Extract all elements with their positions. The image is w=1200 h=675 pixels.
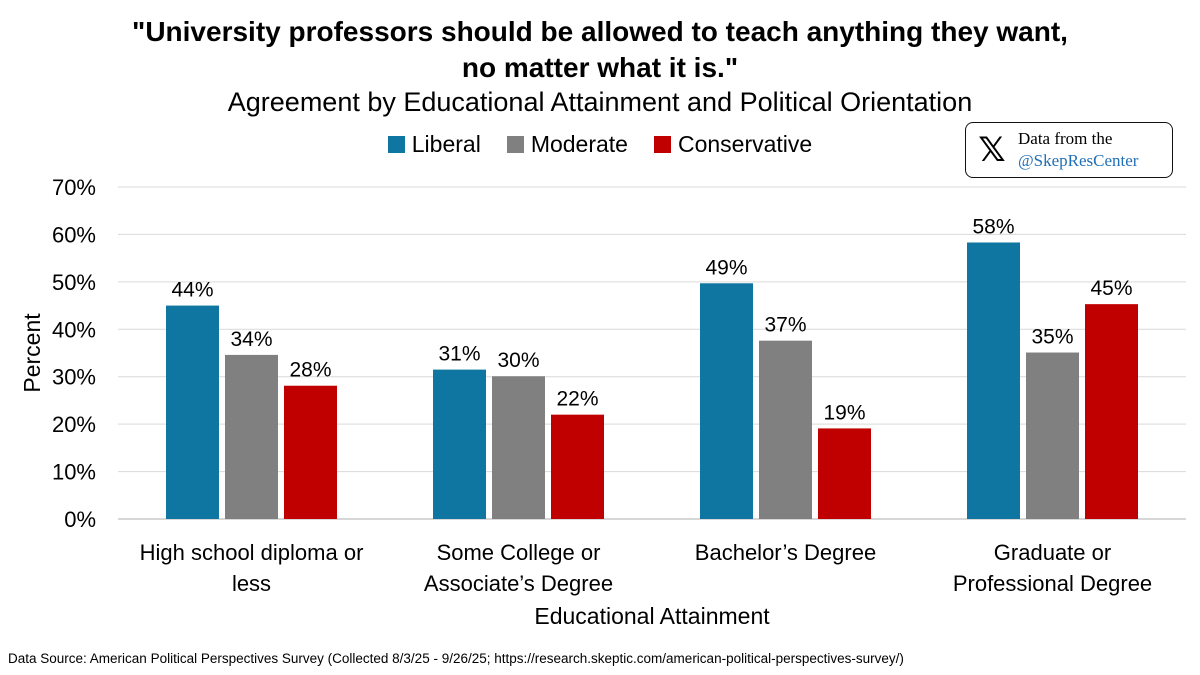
chart-subtitle: Agreement by Educational Attainment and … [227,87,973,117]
title-line-1: "University professors should be allowed… [132,16,1068,47]
data-label: 37% [764,314,806,337]
bar-conservative [1085,304,1138,519]
x-tick-label: Bachelor’s Degree [695,540,876,565]
chart-legend: Liberal Moderate Conservative [0,131,1200,158]
data-label: 22% [556,388,598,411]
y-tick-label: 40% [52,317,96,342]
credit-line-1: Data from the [1018,129,1113,148]
y-tick-label: 70% [52,175,96,200]
legend-swatch [506,136,524,153]
bar-moderate [1026,352,1079,519]
bar-liberal [166,305,219,519]
y-tick-label: 20% [52,412,96,437]
data-label: 31% [438,343,480,366]
y-tick-label: 60% [52,222,96,247]
bar-conservative [818,428,871,519]
y-tick-label: 30% [52,365,96,390]
data-source-note: Data Source: American Political Perspect… [8,651,904,666]
data-label: 44% [171,279,213,302]
x-tick-label: Associate’s Degree [424,571,613,596]
legend-label: Liberal [411,131,481,157]
data-label: 45% [1090,277,1132,300]
bar-liberal [967,242,1020,519]
credit-handle[interactable]: @SkepResCenter [1018,151,1139,170]
data-label: 58% [972,215,1014,238]
y-tick-label: 10% [52,460,96,485]
x-axis-title: Educational Attainment [534,603,770,629]
legend-swatch [387,136,405,153]
bar-liberal [433,369,486,519]
bar-moderate [225,354,278,519]
data-label: 30% [497,349,539,372]
data-label: 35% [1031,326,1073,349]
x-logo-icon: 𝕏 [978,130,1006,170]
bar-conservative [284,385,337,519]
x-tick-label: Graduate or [994,540,1111,565]
chart-title: "University professors should be allowed… [0,14,1200,86]
x-tick-label: less [232,571,271,596]
legend-label: Conservative [677,131,813,157]
data-label: 19% [823,401,865,424]
data-label: 28% [289,359,331,382]
data-label: 49% [705,256,747,279]
legend-swatch [653,136,671,153]
x-tick-label: Some College or [437,540,601,565]
bar-conservative [551,414,604,519]
credit-text: Data from the @SkepResCenter [1018,128,1138,172]
legend-item-conservative: Conservative [653,131,813,158]
legend-item-moderate: Moderate [506,131,628,158]
x-tick-label: Professional Degree [953,571,1152,596]
bar-liberal [700,283,753,519]
bar-moderate [492,376,545,519]
credit-box[interactable]: 𝕏 Data from the @SkepResCenter [965,122,1173,178]
bar-moderate [759,340,812,519]
x-tick-label: High school diploma or [140,540,364,565]
legend-item-liberal: Liberal [387,131,481,158]
title-line-2: no matter what it is." [461,52,739,83]
data-label: 34% [230,328,272,351]
y-tick-label: 0% [64,507,96,532]
y-axis-title: Percent [19,313,45,393]
y-tick-label: 50% [52,270,96,295]
legend-label: Moderate [530,131,628,157]
